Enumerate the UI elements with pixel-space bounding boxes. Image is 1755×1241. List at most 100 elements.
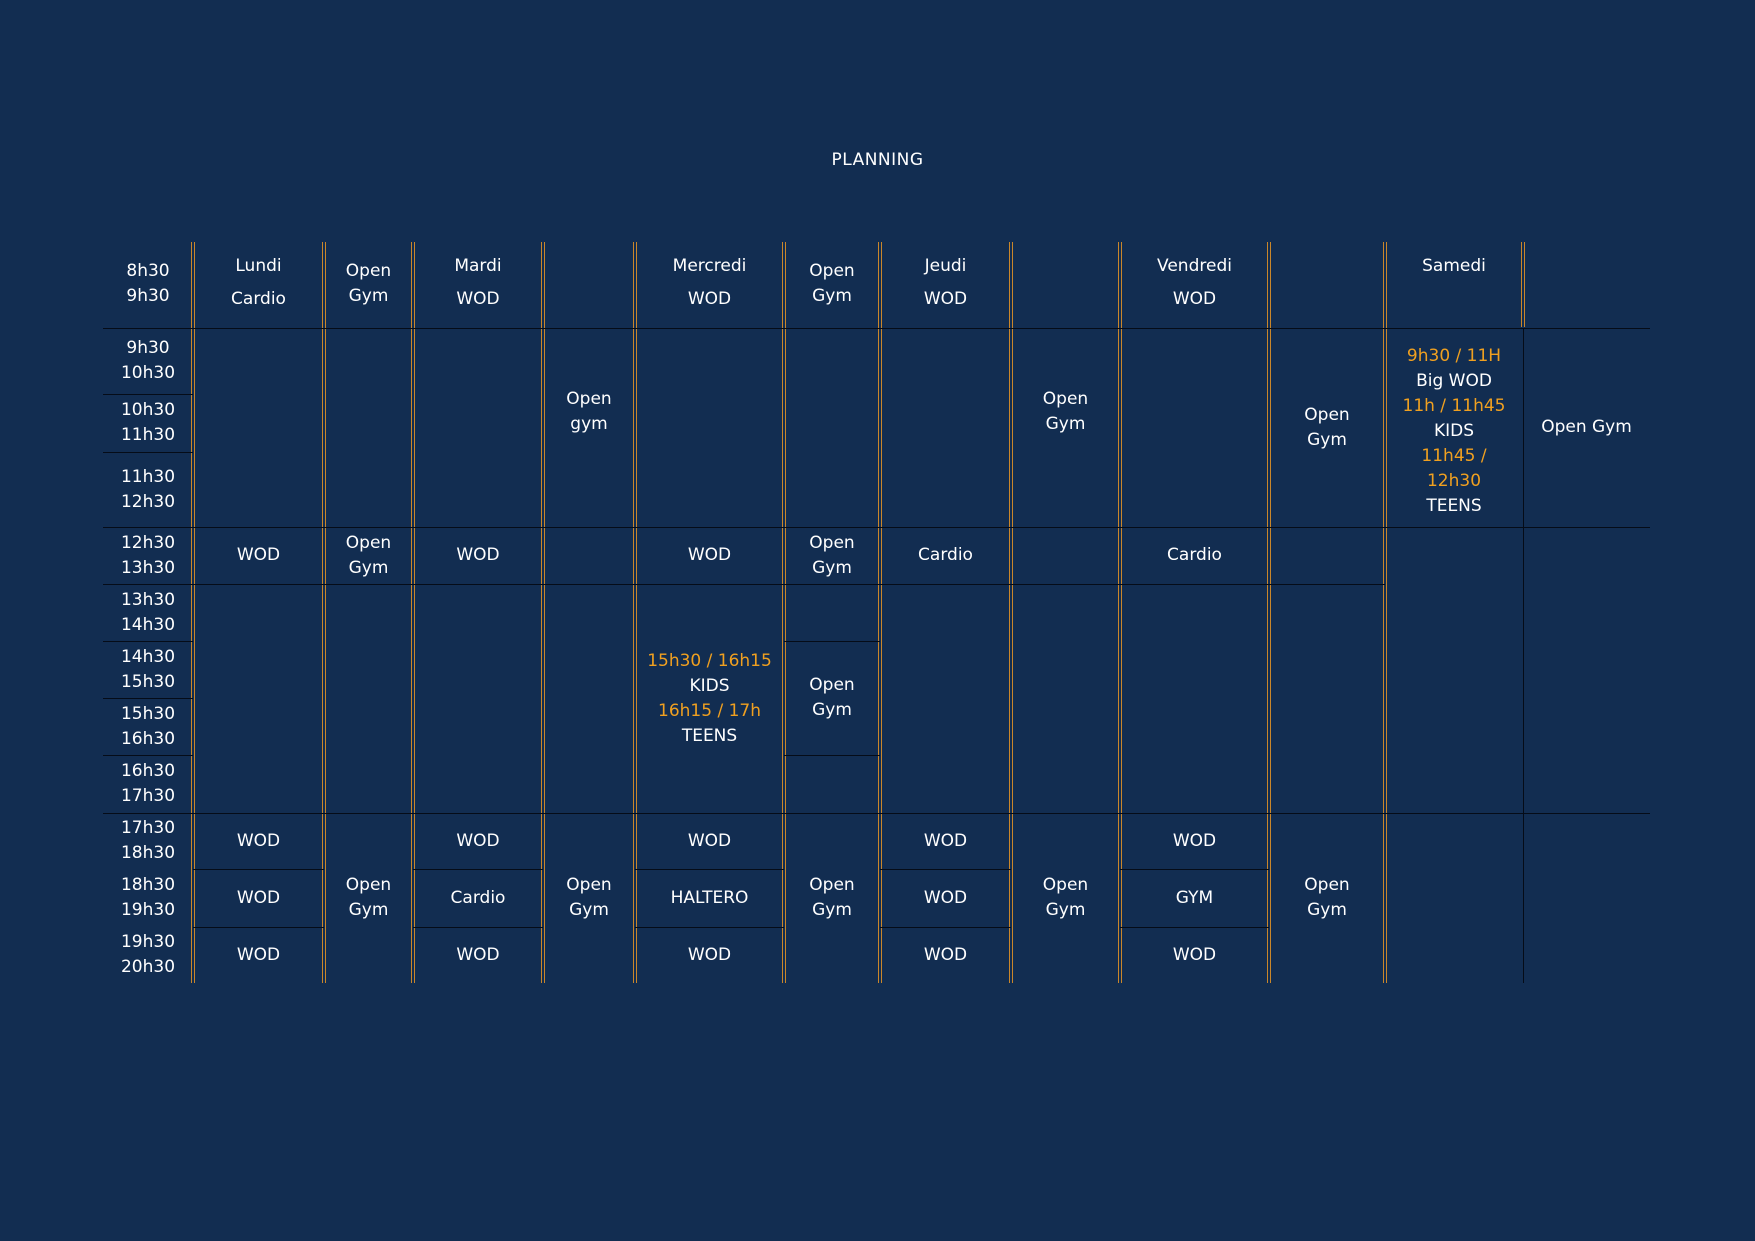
open-gym-line: gym — [570, 414, 608, 434]
row-divider — [1120, 927, 1269, 928]
time-slot: 18h30 19h30 — [103, 869, 193, 927]
time-slot-line: 8h30 — [126, 261, 170, 281]
open-gym: Open Gym — [324, 240, 413, 328]
row-divider — [103, 394, 193, 395]
row-divider — [193, 927, 324, 928]
column-separator — [633, 242, 637, 983]
column-separator — [1521, 242, 1525, 327]
time-slot: 11h30 12h30 — [103, 452, 193, 527]
open-gym-line: Gym — [812, 700, 852, 720]
column-separator — [1009, 242, 1013, 983]
session-jeudi: WOD — [923, 887, 968, 908]
open-gym: Open Gym — [1269, 813, 1385, 983]
time-slot-line: 14h30 — [120, 614, 176, 635]
open-gym-line: Open — [566, 389, 612, 409]
row-divider — [635, 869, 784, 870]
time-slot-line: 17h30 — [120, 786, 176, 806]
open-gym-line: Open — [1042, 875, 1089, 895]
row-divider — [413, 869, 543, 870]
time-slot-line: 17h30 — [120, 818, 176, 838]
open-gym-line: Gym — [1307, 429, 1347, 450]
open-gym-line: Gym — [569, 900, 609, 920]
column-separator — [411, 242, 415, 983]
open-gym-line: Open — [809, 675, 855, 695]
session-lundi: WOD — [236, 887, 281, 908]
day-header-jeudi: Jeudi — [924, 256, 967, 276]
session-samedi-morning-line: TEENS — [1426, 496, 1482, 516]
time-slot-line: 13h30 — [120, 557, 176, 578]
row-divider — [784, 755, 880, 756]
open-gym: Open Gym — [784, 240, 880, 328]
session-mercredi-kids-teens-line: TEENS — [681, 725, 738, 746]
row-divider — [103, 527, 1650, 528]
session-mardi: Cardio — [450, 887, 506, 908]
row-divider — [103, 584, 1385, 585]
session-mardi: WOD — [456, 944, 500, 965]
open-gym-line: Open — [1304, 875, 1350, 895]
session-samedi-morning-line: KIDS — [1433, 421, 1475, 441]
open-gym: Open Gym — [784, 641, 880, 755]
column-separator — [1118, 242, 1122, 983]
time-slot: 15h30 16h30 — [103, 698, 193, 755]
time-slot-line: 18h30 — [120, 875, 176, 895]
session-jeudi: WOD — [923, 830, 968, 851]
session-jeudi: WOD — [923, 944, 968, 965]
session-lundi: Cardio — [231, 288, 286, 309]
time-slot-line: 19h30 — [120, 932, 176, 952]
column-separator — [878, 242, 882, 983]
row-divider — [413, 927, 543, 928]
time-slot: 16h30 17h30 — [103, 755, 193, 813]
day-header-mercredi: Mercredi — [672, 256, 747, 276]
session-jeudi: WOD — [923, 288, 968, 309]
column-separator — [782, 242, 786, 983]
column-separator — [322, 242, 326, 983]
time-slot-line: 14h30 — [120, 646, 176, 667]
session-jeudi: Cardio — [918, 545, 973, 565]
time-slot: 9h30 10h30 — [103, 328, 193, 394]
session-lundi: WOD — [236, 545, 281, 565]
time-slot-line: 13h30 — [120, 589, 176, 610]
row-divider — [103, 452, 193, 453]
time-slot-line: 19h30 — [120, 900, 176, 920]
open-gym: Open Gym — [1269, 328, 1385, 527]
session-mercredi: WOD — [687, 288, 732, 309]
time-slot: 8h30 9h30 — [103, 240, 193, 328]
time-slot-line: 9h30 — [126, 338, 170, 358]
open-gym: Open Gym — [784, 813, 880, 983]
open-gym-line: Open — [345, 261, 392, 281]
column-separator — [1267, 242, 1271, 983]
session-samedi-morning-line: 12h30 — [1426, 471, 1482, 491]
open-gym-line: Open — [1304, 404, 1350, 425]
session-vendredi: WOD — [1172, 830, 1217, 851]
row-divider — [635, 927, 784, 928]
day-header-vendredi: Vendredi — [1157, 256, 1232, 276]
time-slot-line: 18h30 — [120, 843, 176, 863]
row-divider — [193, 869, 324, 870]
open-gym-line: Gym — [812, 286, 852, 306]
open-gym: Open gym — [543, 240, 635, 584]
open-gym: Open Gym — [543, 813, 635, 983]
session-samedi-morning-line: 9h30 / 11H — [1406, 346, 1502, 366]
open-gym-line: Open Gym — [1541, 417, 1632, 437]
session-samedi-morning-line: 11h45 / — [1421, 446, 1487, 466]
row-divider — [103, 641, 193, 642]
time-slot-line: 10h30 — [120, 363, 176, 383]
session-vendredi: WOD — [1172, 944, 1217, 965]
open-gym: Open Gym — [784, 527, 880, 584]
row-divider — [103, 328, 1650, 329]
session-mardi: WOD — [456, 830, 500, 851]
column-separator — [1383, 242, 1387, 983]
open-gym-line: Open — [345, 532, 392, 553]
day-header-samedi: Samedi — [1385, 240, 1523, 328]
open-gym: Open Gym — [324, 527, 413, 584]
session-mercredi-kids-teens-line: KIDS — [689, 675, 730, 696]
open-gym: Open Gym — [1011, 813, 1120, 983]
open-gym-line: Open — [809, 261, 855, 281]
open-gym: Open Gym — [324, 813, 413, 983]
open-gym-line: Gym — [348, 557, 389, 578]
open-gym: Open Gym — [1011, 240, 1120, 584]
time-slot: 14h30 15h30 — [103, 641, 193, 698]
day-header-samedi-line: Samedi — [1422, 256, 1486, 276]
row-divider — [784, 641, 880, 642]
